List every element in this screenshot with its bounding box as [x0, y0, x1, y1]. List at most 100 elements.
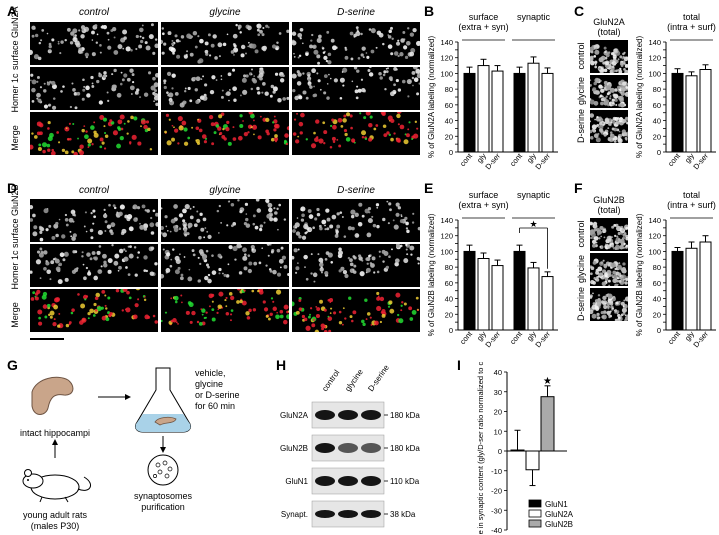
bar: [513, 250, 526, 331]
column-title-control: control: [78, 7, 109, 18]
micrograph-homer-glycine: [161, 67, 289, 110]
y-tick-label: 20: [445, 132, 453, 141]
schematic-g: intact hippocampi young adult rats (male…: [20, 367, 240, 531]
blot-row-label: Synapt.: [281, 510, 308, 519]
x-tick-label: cont: [508, 151, 525, 168]
bar: [541, 276, 554, 331]
y-tick-label: 40: [653, 295, 661, 304]
blot-band: [361, 476, 381, 486]
chart-f: 0 20 40 60 80 100 120 140 % of GluN2B labeling (…: [635, 190, 716, 349]
x-tick-label: cont: [508, 329, 525, 346]
y-tick-label: 80: [653, 263, 661, 272]
y-tick-label: 60: [653, 279, 661, 288]
y-tick-label: 100: [648, 69, 661, 78]
group-label: synaptic: [517, 190, 551, 200]
micrograph-receptor-glycine: [161, 22, 289, 65]
bar: [510, 449, 525, 452]
treatment-label-2: glycine: [195, 379, 223, 389]
group-label: total: [683, 12, 700, 22]
legend-swatch: [528, 509, 542, 518]
panel-label-b: B: [424, 3, 435, 19]
kda-label: 180 kDa: [390, 411, 420, 420]
blot-band: [315, 476, 335, 486]
micrograph-merge-control: [30, 289, 158, 332]
western-blot-h: control glycine D-serine GluN2A 180 kDa GluN2…: [280, 363, 420, 528]
x-tick-label: cont: [458, 151, 475, 168]
y-tick-label: 0: [449, 148, 453, 157]
panel-label-i: I: [457, 357, 461, 373]
row-label-merge: Merge: [10, 125, 20, 151]
micrograph-homer-dserine: [292, 244, 420, 287]
bar: [541, 72, 554, 153]
y-tick-label: 0: [657, 326, 661, 335]
y-tick-label: 10: [494, 427, 502, 436]
rat-icon: [22, 469, 92, 503]
panel-label-g: G: [7, 357, 18, 373]
row-label-surface-glun2a: surface GluN2A: [10, 6, 20, 70]
blot-row-label: GluN1: [285, 477, 308, 486]
y-tick-label: 120: [440, 232, 453, 241]
thumb-d-serine: [590, 288, 628, 321]
y-tick-label: 120: [648, 232, 661, 241]
lane-label: glycine: [343, 367, 365, 393]
y-tick-label: 40: [445, 295, 453, 304]
blot-band: [361, 410, 381, 420]
panel-label-c: C: [574, 3, 585, 19]
y-tick-label: 100: [440, 247, 453, 256]
blot-band: [361, 510, 381, 518]
bar: [491, 70, 504, 153]
blot-band: [315, 510, 335, 518]
synaptosome-label-1: synaptosomes: [134, 491, 193, 501]
column-title-control-d: control: [78, 185, 109, 196]
rats-label-1: young adult rats: [23, 510, 88, 520]
y-tick-label: 20: [445, 310, 453, 319]
treatment-label-4: for 60 min: [195, 401, 235, 411]
row-label-homer1c-d: Homer 1c: [10, 250, 20, 290]
thumb-glycine: [590, 75, 628, 108]
y-tick-label: -10: [491, 467, 502, 476]
micrograph-merge-glycine: [161, 289, 289, 332]
row-label-homer1c: Homer 1c: [10, 73, 20, 113]
x-tick-label: D-ser: [483, 329, 502, 349]
micrograph-homer-glycine: [161, 244, 289, 287]
blot-row-label: GluN2A: [280, 411, 309, 420]
column-title-glycine-d: glycine: [209, 185, 241, 196]
bar: [699, 241, 712, 331]
lane-label: control: [320, 368, 341, 393]
y-tick-label: 80: [653, 85, 661, 94]
y-tick-label: -20: [491, 487, 502, 496]
y-tick-label: 0: [657, 148, 661, 157]
panel-label-d: D: [7, 180, 18, 196]
bar: [527, 62, 540, 153]
panel-label-f: F: [574, 180, 583, 196]
thumb-label-d-serine: D-serine: [576, 287, 586, 322]
synaptosome-icon: [147, 454, 179, 486]
bar: [525, 450, 540, 471]
thumb-label-d-serine: D-serine: [576, 109, 586, 144]
thumb-control: [590, 40, 628, 73]
hippocampus-icon: [31, 376, 74, 415]
micrograph-merge-dserine: [292, 289, 420, 332]
y-tick-label: 20: [653, 310, 661, 319]
column-title-d-serine: D-serine: [337, 7, 375, 18]
chart-b: 0 20 40 60 80 100 120 140 % of GluN2A labeling (…: [427, 12, 558, 171]
blot-band: [338, 443, 358, 453]
y-tick-label: 140: [440, 216, 453, 225]
bar: [477, 258, 490, 331]
x-tick-label: cont: [666, 151, 683, 168]
column-title-d-serine-d: D-serine: [337, 185, 375, 196]
legend-swatch: [528, 519, 542, 528]
y-tick-label: 140: [648, 216, 661, 225]
y-tick-label: 100: [440, 69, 453, 78]
bar: [699, 69, 712, 153]
x-tick-label: cont: [458, 329, 475, 346]
group-label: total: [683, 190, 700, 200]
thumb-d-serine: [590, 110, 628, 143]
group-sublabel: (intra + surf): [667, 22, 716, 32]
micrograph-receptor-dserine: [292, 22, 420, 65]
bar: [671, 250, 684, 331]
y-tick-label: 40: [445, 117, 453, 126]
panel-label-h: H: [276, 357, 287, 373]
panel-f-title: GluN2B (total): [593, 195, 625, 215]
y-tick-label: 0: [498, 447, 502, 456]
